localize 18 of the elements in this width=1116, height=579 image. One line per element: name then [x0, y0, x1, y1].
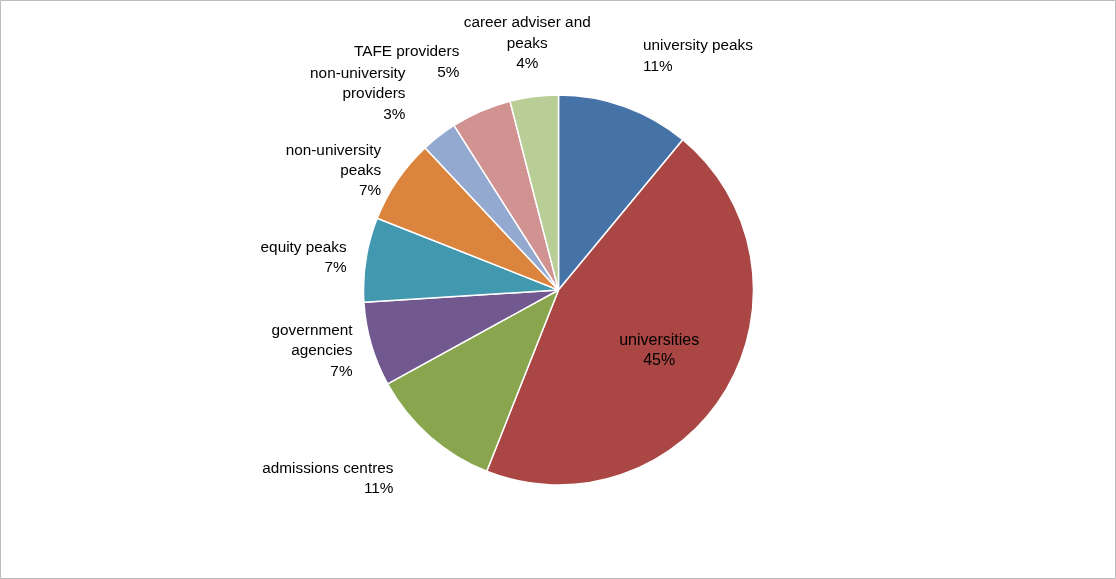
slice-label: government agencies: [271, 320, 354, 359]
data-label: 11%: [643, 56, 673, 74]
data-label: 11%: [363, 478, 394, 496]
data-label: 7%: [330, 361, 353, 379]
data-label: 7%: [324, 258, 348, 276]
slice-label: admissions centres: [262, 458, 394, 476]
data-label: 5%: [437, 62, 460, 80]
slice-label: non-university peaks: [285, 140, 382, 178]
slice-label: non-university providers: [310, 63, 406, 102]
data-label: 45%: [643, 351, 676, 369]
slice-label: university peaks: [643, 36, 754, 54]
data-label: 4%: [516, 54, 539, 72]
data-label: 7%: [358, 181, 382, 199]
slice-label: equity peaks: [260, 237, 347, 255]
slice-label: universities: [619, 330, 700, 348]
slice-label: career adviser and peaks: [463, 13, 591, 51]
data-label: 3%: [383, 104, 406, 122]
slice-label: TAFE providers: [354, 42, 460, 60]
